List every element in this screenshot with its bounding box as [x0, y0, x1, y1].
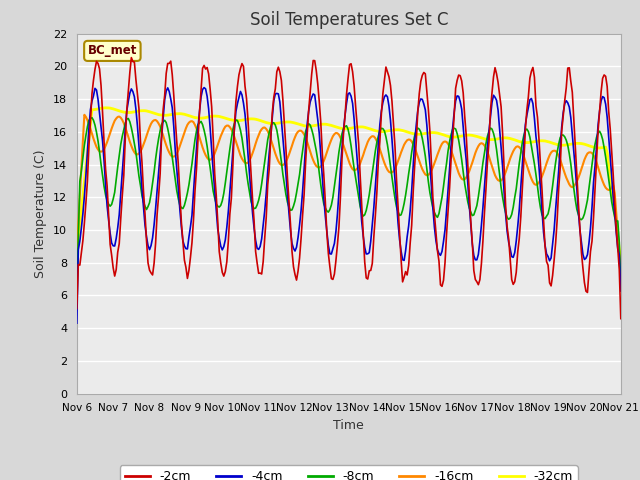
Line: -32cm: -32cm	[77, 108, 621, 262]
-2cm	[617, 316, 625, 322]
-2cm	[255, 270, 262, 276]
-4cm	[264, 168, 271, 174]
-16cm	[312, 163, 320, 169]
-32cm	[312, 122, 320, 128]
-2cm	[264, 182, 271, 188]
Title: Soil Temperatures Set C: Soil Temperatures Set C	[250, 11, 448, 29]
-32cm	[102, 105, 109, 111]
-4cm	[73, 320, 81, 326]
X-axis label: Time: Time	[333, 419, 364, 432]
-16cm	[141, 138, 149, 144]
-4cm	[255, 247, 262, 252]
-32cm	[255, 117, 262, 123]
-4cm	[617, 288, 625, 294]
Line: -8cm: -8cm	[77, 118, 621, 292]
-4cm	[312, 104, 320, 110]
-32cm	[141, 108, 149, 114]
-16cm	[588, 150, 596, 156]
-4cm	[200, 84, 208, 90]
-8cm	[255, 197, 262, 203]
Line: -16cm: -16cm	[77, 115, 621, 273]
-16cm	[264, 128, 271, 134]
Y-axis label: Soil Temperature (C): Soil Temperature (C)	[35, 149, 47, 278]
-8cm	[588, 162, 596, 168]
-4cm	[237, 89, 244, 95]
-32cm	[264, 120, 271, 126]
-2cm	[73, 306, 81, 312]
Line: -4cm: -4cm	[77, 87, 621, 323]
-32cm	[73, 250, 81, 255]
-32cm	[617, 259, 625, 264]
-16cm	[237, 153, 244, 158]
-2cm	[237, 66, 244, 72]
-8cm	[141, 204, 149, 209]
-2cm	[141, 211, 149, 216]
-16cm	[73, 249, 81, 255]
-4cm	[140, 204, 147, 210]
-8cm	[73, 289, 81, 295]
-8cm	[88, 115, 96, 120]
-8cm	[264, 137, 271, 143]
-32cm	[588, 144, 596, 150]
-8cm	[617, 282, 625, 288]
Legend: -2cm, -4cm, -8cm, -16cm, -32cm: -2cm, -4cm, -8cm, -16cm, -32cm	[120, 465, 578, 480]
-32cm	[237, 118, 244, 123]
-16cm	[255, 132, 262, 138]
Line: -2cm: -2cm	[77, 58, 621, 319]
-4cm	[588, 204, 596, 210]
-16cm	[81, 112, 88, 118]
-2cm	[312, 67, 320, 73]
-16cm	[617, 270, 625, 276]
-8cm	[312, 148, 320, 154]
Text: BC_met: BC_met	[88, 44, 137, 58]
-2cm	[588, 238, 596, 244]
-2cm	[127, 55, 135, 60]
-8cm	[237, 127, 244, 133]
